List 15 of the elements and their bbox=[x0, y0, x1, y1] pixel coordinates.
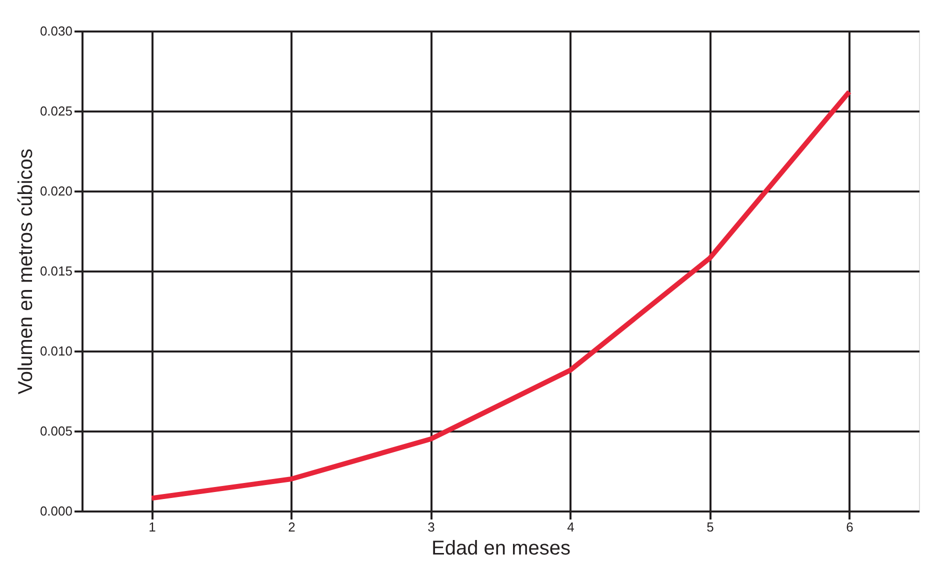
x-axis-title: Edad en meses bbox=[432, 538, 570, 560]
x-tick-label: 6 bbox=[846, 520, 854, 534]
x-tick-label: 2 bbox=[288, 520, 296, 534]
x-tick-label: 3 bbox=[428, 520, 435, 534]
x-tick-label: 1 bbox=[148, 520, 156, 534]
x-tick-label: 5 bbox=[706, 520, 714, 534]
y-tick-label: 0.005 bbox=[40, 424, 72, 438]
y-tick-label: 0.030 bbox=[40, 24, 72, 38]
y-tick-label: 0.020 bbox=[40, 184, 72, 198]
y-tick-label: 0.025 bbox=[40, 104, 72, 118]
y-tick-label: 0.000 bbox=[40, 504, 72, 518]
y-tick-label: 0.015 bbox=[40, 264, 72, 278]
y-axis-title: Volumen en metros cúbicos bbox=[14, 148, 37, 394]
x-tick-label: 4 bbox=[567, 520, 574, 534]
y-tick-label: 0.010 bbox=[40, 344, 72, 358]
